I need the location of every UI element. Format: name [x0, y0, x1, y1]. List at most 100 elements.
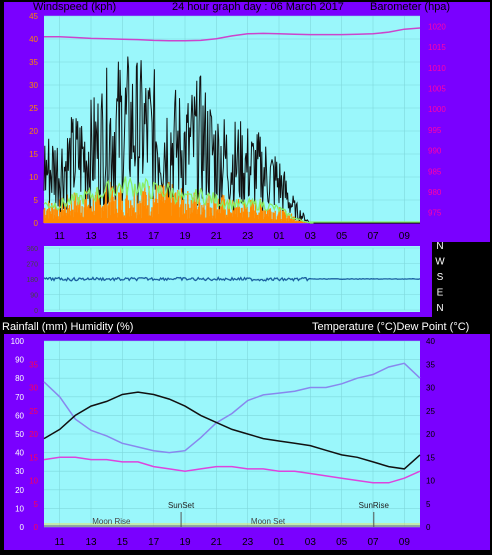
baro-y-tick-label: 990 — [428, 147, 442, 156]
sun-event-label: SunSet — [168, 501, 195, 510]
rainfall-y-tick-label: 0 — [34, 523, 39, 532]
wind-x-tick-label: 05 — [336, 231, 348, 242]
rain-humidity-title: Rainfall (mm) Humidity (%) — [2, 321, 133, 333]
temperature-y-tick-label: 20 — [426, 430, 435, 439]
rainfall-y-tick-label: 20 — [29, 430, 38, 439]
direction-y-tick-label: 360 — [26, 246, 38, 253]
barometer-line — [44, 27, 421, 42]
compass-label: N — [436, 303, 443, 314]
temperature-y-tick-label: 15 — [426, 453, 435, 462]
temperature-y-tick-label: 40 — [426, 337, 435, 346]
temp-x-tick-label: 11 — [54, 537, 65, 548]
wind-gust-line — [43, 56, 313, 224]
humidity-y-tick-label: 30 — [15, 467, 24, 476]
chart-title: 24 hour graph day : 06 March 2017 — [172, 1, 344, 13]
temperature-y-tick-label: 25 — [426, 407, 435, 416]
temp-x-tick-label: 23 — [242, 537, 254, 548]
humidity-y-tick-label: 10 — [15, 504, 24, 513]
wind-x-tick-label: 11 — [54, 231, 65, 242]
humidity-y-tick-label: 0 — [20, 523, 25, 532]
compass-label: W — [435, 257, 445, 268]
wind-direction-line — [43, 276, 421, 282]
temp-x-tick-label: 09 — [399, 537, 411, 548]
temp-x-tick-label: 19 — [179, 537, 191, 548]
wind-x-tick-label: 23 — [242, 231, 254, 242]
temp-x-tick-label: 21 — [211, 537, 223, 548]
wind-y-tick-label: 30 — [29, 81, 38, 90]
temp-x-tick-label: 05 — [336, 537, 348, 548]
wind-x-tick-label: 21 — [211, 231, 223, 242]
baro-y-tick-label: 1000 — [428, 105, 446, 114]
temp-x-tick-label: 13 — [85, 537, 97, 548]
wind-speed-bars — [43, 181, 311, 223]
direction-y-tick-label: 0 — [34, 308, 38, 315]
wind-y-tick-label: 35 — [29, 58, 38, 67]
rainfall-y-tick-label: 15 — [29, 453, 38, 462]
humidity-y-tick-label: 70 — [15, 393, 24, 402]
baro-y-tick-label: 995 — [428, 126, 442, 135]
direction-y-tick-label: 90 — [30, 293, 38, 300]
wind-y-tick-label: 40 — [29, 35, 38, 44]
humidity-y-tick-label: 80 — [15, 374, 24, 383]
wind-x-tick-label: 03 — [305, 231, 317, 242]
baro-y-tick-label: 975 — [428, 209, 442, 218]
wind-y-tick-label: 5 — [34, 196, 39, 205]
wind-y-tick-label: 10 — [29, 173, 38, 182]
temperature-y-tick-label: 0 — [426, 523, 431, 532]
wind-axis-title: Windspeed (kph) — [33, 1, 116, 13]
temperature-y-tick-label: 30 — [426, 384, 435, 393]
wind-x-tick-label: 13 — [85, 231, 97, 242]
sun-event-label: SunRise — [359, 501, 390, 510]
wind-x-tick-label: 17 — [148, 231, 160, 242]
direction-y-tick-label: 180 — [26, 277, 38, 284]
humidity-y-tick-label: 40 — [15, 449, 24, 458]
baro-y-tick-label: 1005 — [428, 84, 446, 93]
temp-x-tick-label: 17 — [148, 537, 160, 548]
moon-event-label: Moon Rise — [92, 517, 131, 526]
humidity-y-tick-label: 50 — [15, 430, 24, 439]
baro-axis-title: Barometer (hpa) — [370, 1, 450, 13]
wind-y-tick-label: 15 — [29, 150, 38, 159]
temperature-y-tick-label: 35 — [426, 360, 435, 369]
temp-x-tick-label: 07 — [367, 537, 379, 548]
temperature-y-tick-label: 10 — [426, 477, 435, 486]
wind-x-tick-label: 07 — [367, 231, 379, 242]
baro-y-tick-label: 980 — [428, 188, 442, 197]
baro-y-tick-label: 985 — [428, 167, 442, 176]
wind-x-tick-label: 01 — [273, 231, 285, 242]
temp-dew-title: Temperature (°C)Dew Point (°C) — [312, 321, 469, 333]
wind-x-tick-label: 15 — [117, 231, 129, 242]
baro-y-tick-label: 1010 — [428, 64, 446, 73]
temp-x-tick-label: 01 — [273, 537, 285, 548]
temperature-y-tick-label: 5 — [426, 500, 431, 509]
humidity-y-tick-label: 60 — [15, 411, 24, 420]
temp-x-tick-label: 03 — [305, 537, 317, 548]
rainfall-y-tick-label: 5 — [34, 500, 39, 509]
wind-y-tick-label: 0 — [34, 219, 39, 228]
wind-x-tick-label: 09 — [399, 231, 411, 242]
average-wind-line — [43, 176, 314, 224]
wind-y-tick-label: 25 — [29, 104, 38, 113]
moon-event-label: Moon Set — [251, 517, 286, 526]
wind-y-tick-label: 45 — [29, 12, 38, 21]
humidity-y-tick-label: 20 — [15, 486, 24, 495]
rainfall-y-tick-label: 25 — [29, 407, 38, 416]
wind-y-tick-label: 20 — [29, 127, 38, 136]
baro-y-tick-label: 1020 — [428, 22, 446, 31]
rainfall-y-tick-label: 35 — [29, 360, 38, 369]
compass-label: E — [437, 288, 444, 299]
compass-label: S — [437, 272, 444, 283]
direction-y-tick-label: 270 — [26, 262, 38, 269]
humidity-line — [43, 362, 421, 454]
humidity-y-tick-label: 100 — [11, 337, 25, 346]
dew-point-line — [43, 456, 421, 484]
wind-x-tick-label: 19 — [179, 231, 191, 242]
compass-label: N — [436, 241, 443, 252]
temp-x-tick-label: 15 — [117, 537, 129, 548]
humidity-y-tick-label: 90 — [15, 356, 24, 365]
rainfall-y-tick-label: 10 — [29, 477, 38, 486]
rainfall-y-tick-label: 30 — [29, 384, 38, 393]
baro-y-tick-label: 1015 — [428, 43, 446, 52]
